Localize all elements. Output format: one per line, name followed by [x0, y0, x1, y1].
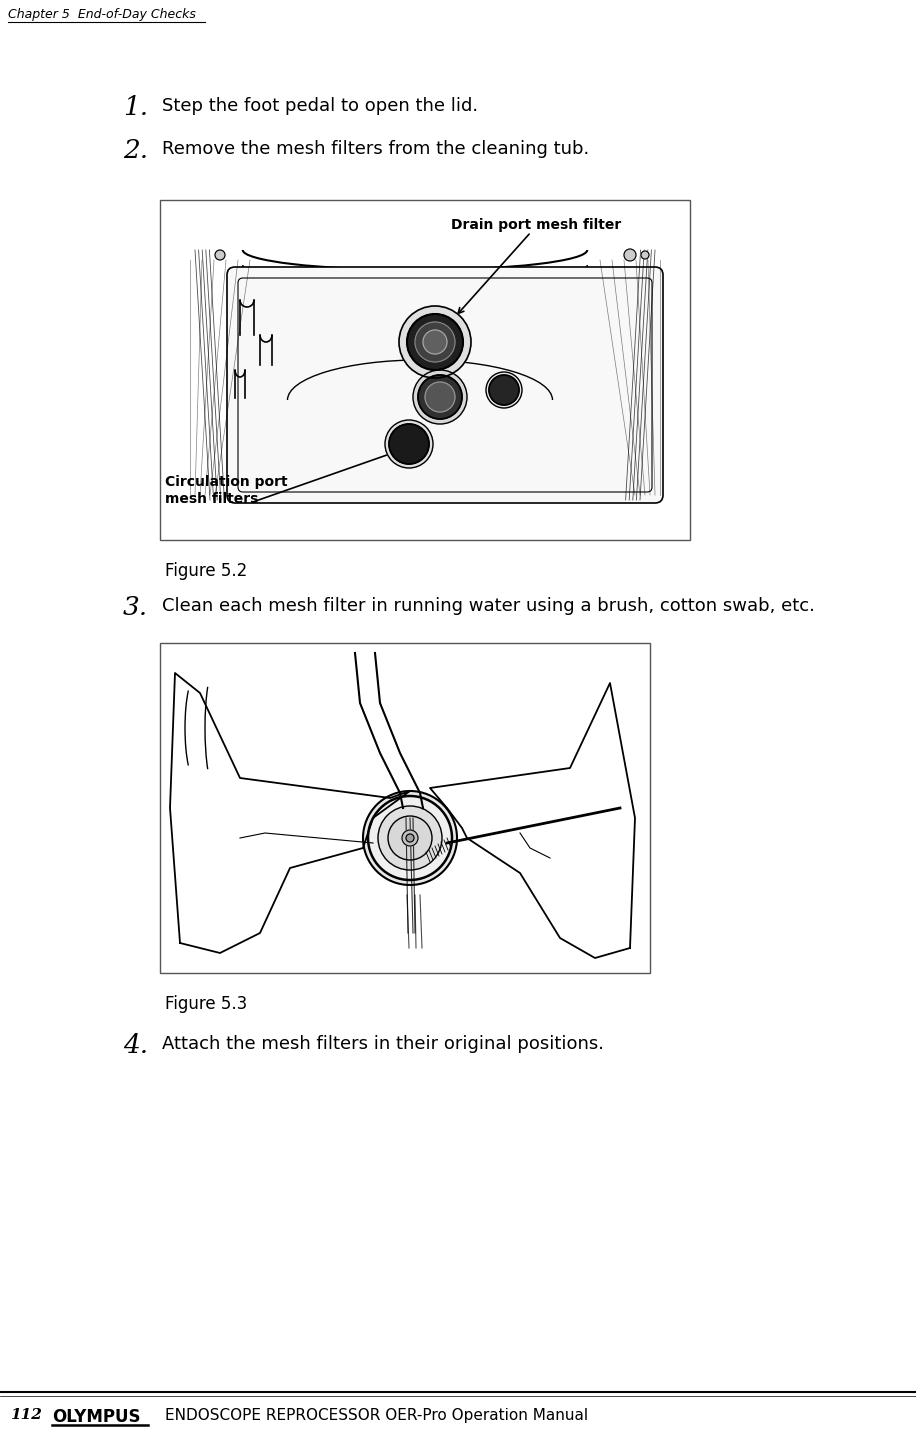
- Circle shape: [385, 420, 433, 467]
- Circle shape: [641, 251, 649, 260]
- Circle shape: [406, 835, 414, 842]
- Text: Step the foot pedal to open the lid.: Step the foot pedal to open the lid.: [162, 98, 478, 115]
- Circle shape: [418, 376, 462, 419]
- Circle shape: [425, 381, 455, 412]
- Circle shape: [399, 305, 471, 379]
- Circle shape: [363, 792, 457, 885]
- Circle shape: [489, 376, 519, 404]
- Circle shape: [413, 370, 467, 424]
- Text: Chapter 5  End-of-Day Checks: Chapter 5 End-of-Day Checks: [8, 9, 196, 22]
- Text: Drain port mesh filter: Drain port mesh filter: [451, 218, 621, 232]
- Text: Remove the mesh filters from the cleaning tub.: Remove the mesh filters from the cleanin…: [162, 141, 589, 158]
- Circle shape: [402, 830, 418, 846]
- FancyBboxPatch shape: [227, 267, 663, 503]
- Text: OLYMPUS: OLYMPUS: [52, 1408, 140, 1425]
- Text: Attach the mesh filters in their original positions.: Attach the mesh filters in their origina…: [162, 1035, 604, 1053]
- Text: 1.: 1.: [123, 95, 148, 120]
- Text: 3.: 3.: [123, 595, 148, 619]
- Circle shape: [389, 424, 429, 465]
- Bar: [160, 642, 650, 974]
- Text: Clean each mesh filter in running water using a brush, cotton swab, etc.: Clean each mesh filter in running water …: [162, 597, 815, 615]
- Text: 4.: 4.: [123, 1032, 148, 1058]
- Circle shape: [407, 314, 463, 370]
- Circle shape: [368, 796, 452, 880]
- Circle shape: [423, 330, 447, 354]
- Circle shape: [378, 806, 442, 870]
- Circle shape: [486, 371, 522, 409]
- Circle shape: [388, 816, 432, 860]
- Bar: [160, 199, 690, 541]
- Circle shape: [624, 250, 636, 261]
- Text: 112: 112: [10, 1408, 42, 1423]
- Circle shape: [215, 250, 225, 260]
- Text: Figure 5.3: Figure 5.3: [165, 995, 247, 1012]
- Text: Figure 5.2: Figure 5.2: [165, 562, 247, 579]
- Circle shape: [415, 323, 455, 361]
- Text: 2.: 2.: [123, 138, 148, 163]
- Text: ENDOSCOPE REPROCESSOR OER-Pro Operation Manual: ENDOSCOPE REPROCESSOR OER-Pro Operation …: [165, 1408, 588, 1423]
- Text: Circulation port
mesh filters: Circulation port mesh filters: [165, 475, 288, 506]
